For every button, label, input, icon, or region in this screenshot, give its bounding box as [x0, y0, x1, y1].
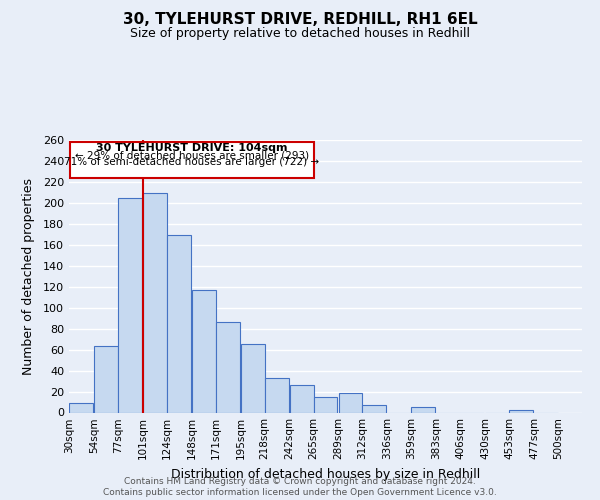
Bar [167, 236, 191, 412]
X-axis label: Distribution of detached houses by size in Redhill: Distribution of detached houses by size … [171, 468, 480, 481]
Bar [265, 378, 289, 412]
Bar [314, 397, 337, 412]
Bar [118, 198, 142, 412]
Bar [290, 385, 314, 412]
Bar [412, 408, 435, 412]
Bar [509, 410, 533, 412]
Text: 71% of semi-detached houses are larger (722) →: 71% of semi-detached houses are larger (… [64, 157, 319, 167]
Text: 30 TYLEHURST DRIVE: 104sqm: 30 TYLEHURST DRIVE: 104sqm [96, 143, 287, 153]
Bar [338, 392, 362, 412]
Bar [94, 346, 118, 412]
Text: Size of property relative to detached houses in Redhill: Size of property relative to detached ho… [130, 28, 470, 40]
Y-axis label: Number of detached properties: Number of detached properties [22, 178, 35, 375]
Text: 30, TYLEHURST DRIVE, REDHILL, RH1 6EL: 30, TYLEHURST DRIVE, REDHILL, RH1 6EL [122, 12, 478, 28]
Bar [143, 194, 167, 412]
Text: Contains public sector information licensed under the Open Government Licence v3: Contains public sector information licen… [103, 488, 497, 497]
Bar [241, 344, 265, 412]
Bar [192, 290, 216, 412]
Text: Contains HM Land Registry data © Crown copyright and database right 2024.: Contains HM Land Registry data © Crown c… [124, 476, 476, 486]
Bar [216, 322, 239, 412]
FancyBboxPatch shape [70, 142, 314, 178]
Bar [362, 405, 386, 412]
Text: ← 29% of detached houses are smaller (293): ← 29% of detached houses are smaller (29… [75, 150, 309, 160]
Bar [69, 403, 93, 412]
